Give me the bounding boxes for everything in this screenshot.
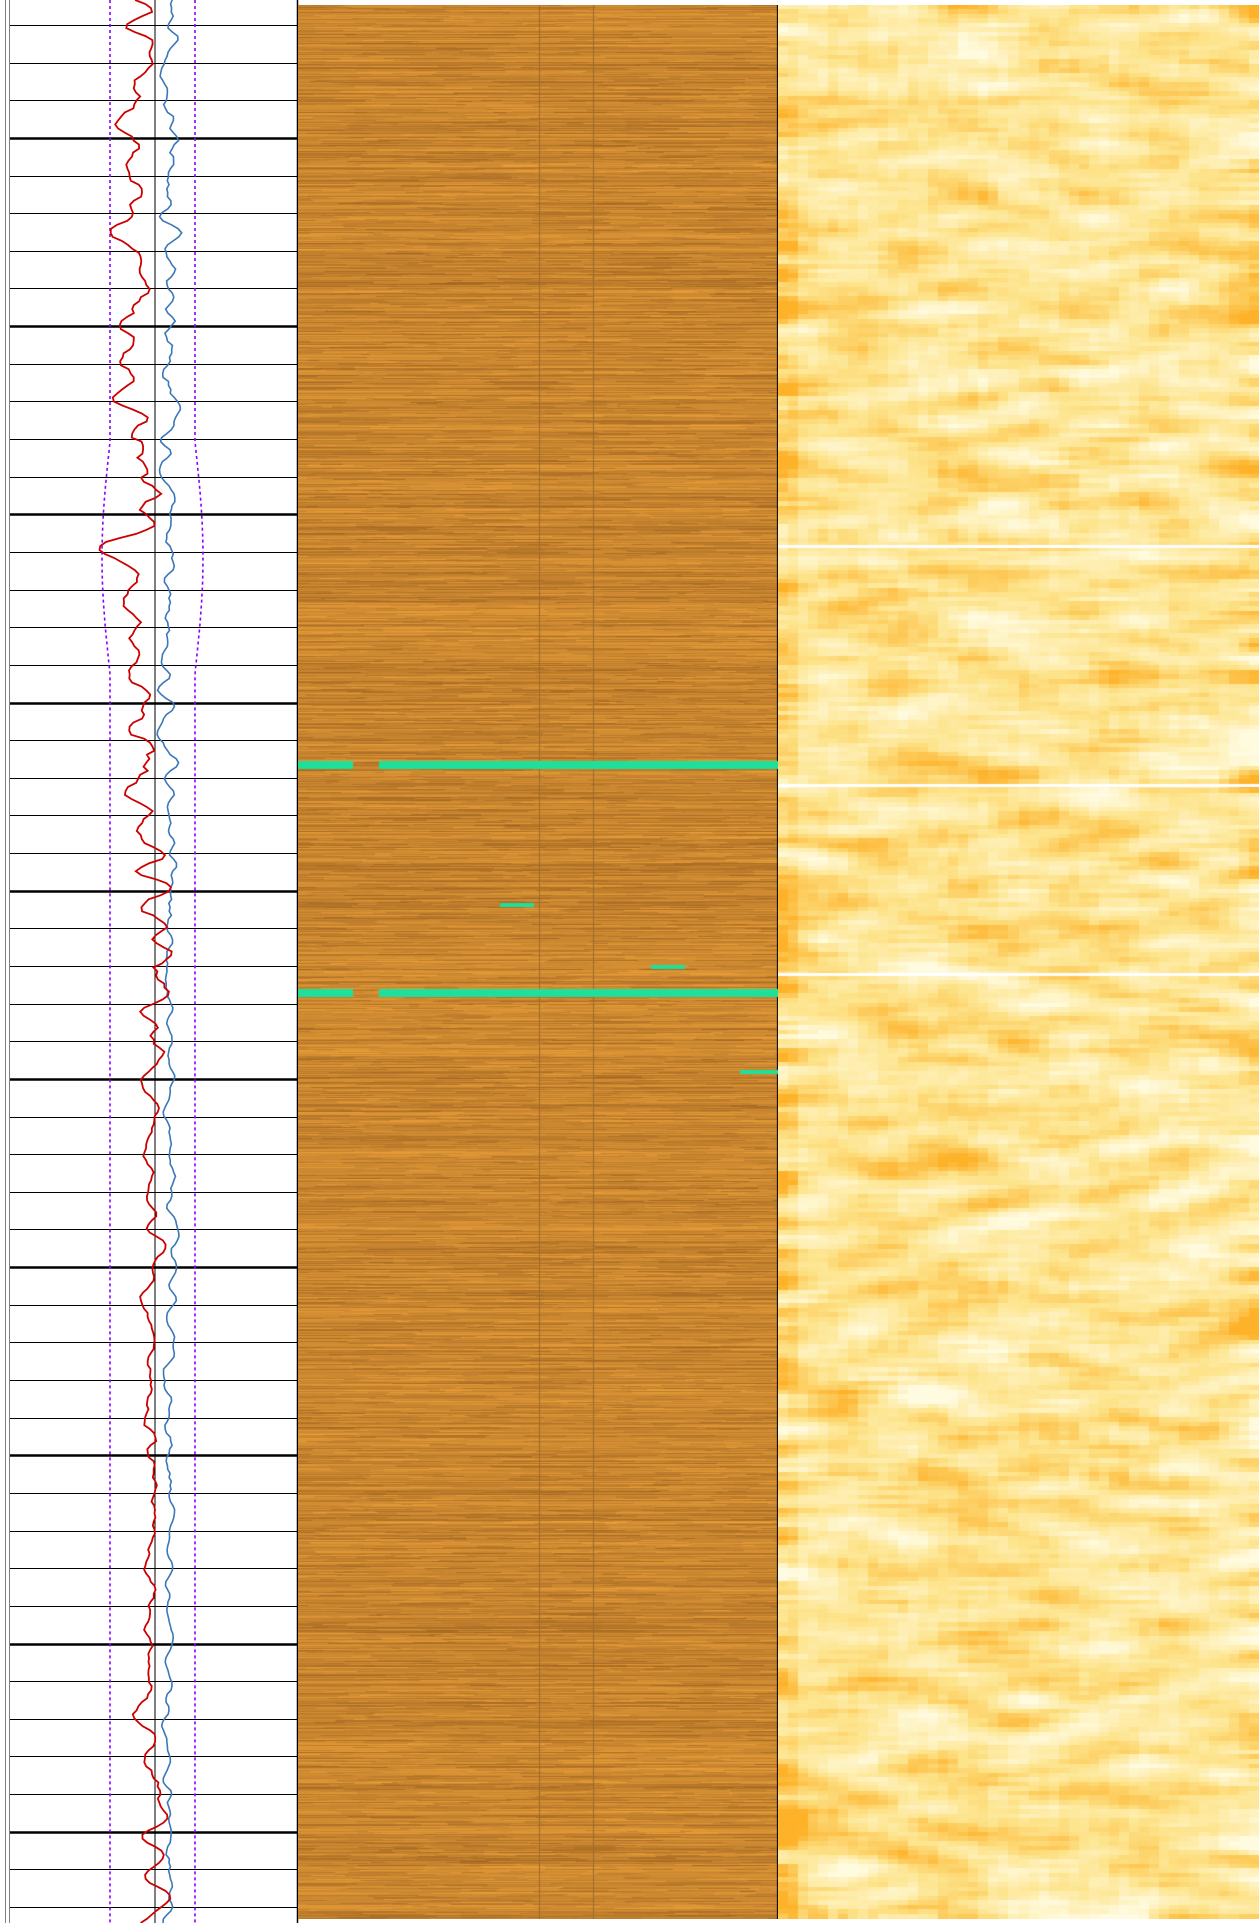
borehole-image-track xyxy=(298,5,778,1919)
log-curve-track xyxy=(5,0,299,1923)
left-envelope-curve xyxy=(101,0,111,1923)
secondary-log-curve xyxy=(156,0,183,1923)
primary-log-curve xyxy=(98,0,173,1923)
amplitude-image-track xyxy=(778,5,1259,1919)
depth-grid-lines xyxy=(10,25,297,1908)
right-envelope-curve xyxy=(194,0,204,1923)
